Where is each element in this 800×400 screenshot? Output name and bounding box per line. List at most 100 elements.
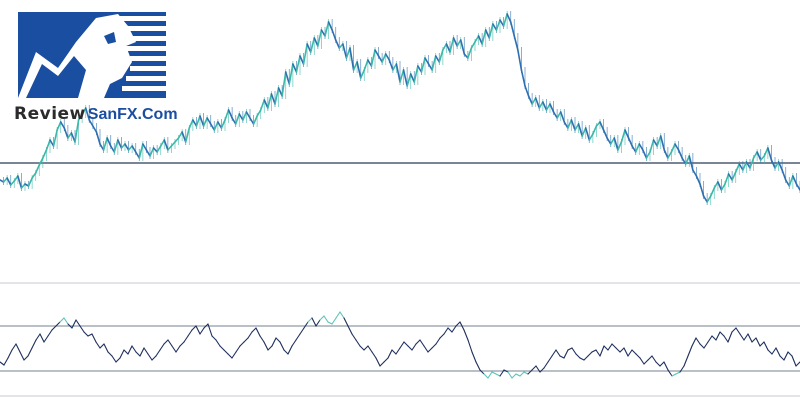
price-segment xyxy=(27,177,33,187)
price-segment xyxy=(259,99,266,111)
price-segment xyxy=(727,173,733,181)
price-segment xyxy=(127,145,133,151)
indicator-segment xyxy=(599,345,605,357)
price-segment xyxy=(377,55,383,63)
indicator-segment xyxy=(291,339,297,347)
price-segment xyxy=(20,183,26,189)
indicator-segment xyxy=(559,355,565,359)
indicator-segment xyxy=(323,315,329,323)
indicator-segment xyxy=(587,351,593,357)
price-segment xyxy=(449,37,455,53)
indicator-segment xyxy=(739,333,745,341)
indicator-segment xyxy=(463,329,469,341)
indicator-segment xyxy=(159,343,165,351)
price-segment xyxy=(484,29,491,39)
price-segment xyxy=(120,143,126,149)
price-segment xyxy=(152,147,158,153)
indicator-segment xyxy=(391,349,397,355)
indicator-segment xyxy=(355,339,361,347)
indicator-segment xyxy=(439,333,445,339)
indicator-segment xyxy=(139,347,145,357)
price-segment xyxy=(370,49,376,67)
indicator-segment xyxy=(523,371,529,375)
price-segment xyxy=(506,13,512,23)
price-segment xyxy=(217,121,223,129)
indicator-segment xyxy=(567,347,573,351)
indicator-segment xyxy=(207,323,213,337)
indicator-segment xyxy=(495,373,501,377)
price-segment xyxy=(92,125,98,133)
indicator-segment xyxy=(67,323,73,329)
price-segment xyxy=(202,117,208,127)
indicator-segment xyxy=(671,373,677,377)
indicator-segment xyxy=(731,327,737,333)
price-segment xyxy=(170,141,176,147)
indicator-segment xyxy=(751,337,757,343)
indicator-segment xyxy=(563,349,569,359)
price-segment xyxy=(695,175,701,185)
indicator-segment xyxy=(555,349,561,357)
price-segment xyxy=(538,101,544,109)
price-segment xyxy=(342,43,348,59)
indicator-segment xyxy=(579,357,585,361)
price-segment xyxy=(102,137,108,151)
indicator-segment xyxy=(663,361,669,371)
price-segment xyxy=(549,103,555,113)
price-segment xyxy=(395,63,401,83)
indicator-segment xyxy=(467,339,473,353)
indicator-segment xyxy=(307,317,313,323)
indicator-segment xyxy=(203,323,209,329)
indicator-segment xyxy=(231,351,237,359)
indicator-segment xyxy=(235,345,241,353)
price-segment xyxy=(270,93,276,105)
logo-emblem xyxy=(18,12,166,98)
price-segment xyxy=(263,99,269,109)
indicator-segment xyxy=(31,339,37,349)
price-segment xyxy=(70,132,76,143)
price-segment xyxy=(67,132,73,139)
bull-icon xyxy=(18,12,166,98)
price-segment xyxy=(124,143,130,151)
indicator-segment xyxy=(383,357,389,363)
indicator-segment xyxy=(91,333,97,343)
indicator-segment xyxy=(615,347,621,353)
indicator-segment xyxy=(499,369,505,377)
price-segment xyxy=(74,119,80,143)
price-segment xyxy=(527,95,533,105)
price-segment xyxy=(45,139,51,151)
price-segment xyxy=(452,37,458,47)
indicator-segment xyxy=(251,327,257,333)
price-segment xyxy=(609,137,616,145)
price-segment xyxy=(699,183,705,197)
indicator-segment xyxy=(455,321,461,327)
price-segment xyxy=(734,163,741,173)
price-segment xyxy=(63,127,69,139)
price-segment xyxy=(267,93,273,109)
price-segment xyxy=(702,195,708,203)
price-segment xyxy=(620,129,626,143)
price-segment xyxy=(417,65,423,73)
indicator-segment xyxy=(519,371,525,377)
indicator-segment xyxy=(27,347,33,357)
indicator-segment xyxy=(115,357,121,363)
indicator-segment xyxy=(183,335,189,343)
indicator-segment xyxy=(83,331,89,337)
price-segment xyxy=(220,119,226,129)
indicator-segment xyxy=(667,369,673,377)
price-segment xyxy=(188,119,194,129)
price-segment xyxy=(117,139,123,149)
indicator-segment xyxy=(275,337,281,343)
price-segment xyxy=(624,129,630,139)
price-segment xyxy=(317,29,323,47)
price-segment xyxy=(706,195,712,203)
price-segment xyxy=(777,161,783,171)
price-segment xyxy=(631,145,637,153)
price-segment xyxy=(334,39,341,49)
indicator-segment xyxy=(147,353,153,361)
indicator-segment xyxy=(199,327,205,335)
price-segment xyxy=(59,121,66,129)
price-segment xyxy=(292,63,298,73)
price-segment xyxy=(17,175,23,189)
price-segment xyxy=(192,119,198,127)
